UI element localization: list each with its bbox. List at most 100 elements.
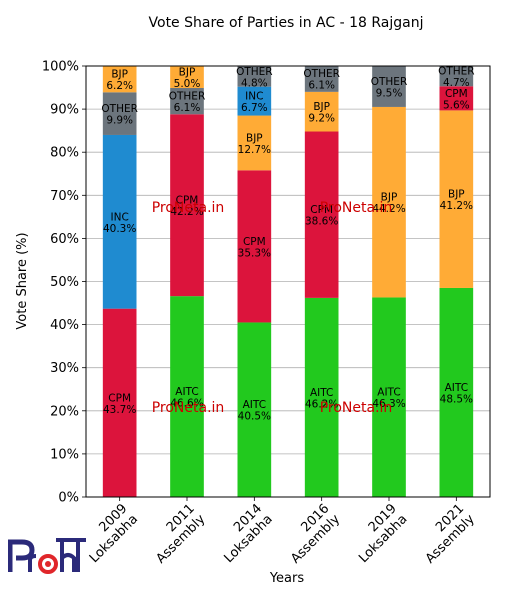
- bar-segment-other: [170, 87, 204, 115]
- segment-party-label: AITC: [243, 399, 266, 411]
- segment-party-label: BJP: [381, 192, 398, 204]
- bar-segment-cpm: [439, 86, 474, 111]
- bar-segment-inc: [102, 134, 137, 309]
- y-tick-label: 80%: [50, 146, 79, 161]
- segment-value-label: 5.0%: [174, 78, 201, 90]
- segment-value-label: 46.6%: [170, 398, 203, 410]
- bars: CPM43.7%INC40.3%OTHER9.9%BJP6.2%AITC46.6…: [101, 65, 475, 497]
- y-tick-label: 90%: [50, 103, 79, 118]
- segment-party-label: OTHER: [101, 103, 138, 115]
- bar-segment-cpm: [102, 308, 137, 497]
- y-tick-label: 50%: [50, 275, 79, 290]
- segment-value-label: 42.2%: [170, 206, 203, 218]
- watermark: ProNeta.in: [152, 200, 225, 216]
- segment-party-label: CPM: [176, 195, 199, 207]
- bar-segment-other: [304, 65, 339, 92]
- y-tick-label: 40%: [50, 318, 79, 333]
- watermarks: ProNeta.in ProNeta.in ProNeta.in ProNeta…: [152, 200, 393, 416]
- bar-segment-bjp: [304, 91, 339, 132]
- bar-segment-other: [372, 66, 406, 107]
- segment-value-label: 4.8%: [241, 77, 268, 89]
- segment-party-label: OTHER: [169, 91, 206, 103]
- segment-party-label: CPM: [108, 392, 131, 404]
- segment-party-label: AITC: [377, 387, 400, 399]
- segment-party-label: BJP: [179, 67, 196, 79]
- segment-value-label: 46.3%: [372, 398, 405, 410]
- y-axis-label: Vote Share (%): [15, 232, 30, 329]
- bar-segment-aitc: [372, 297, 406, 497]
- bar-segment-aitc: [304, 297, 339, 497]
- segment-party-label: BJP: [313, 101, 330, 113]
- segment-party-label: CPM: [243, 236, 266, 248]
- bar-segment-bjp: [372, 106, 406, 298]
- bar-segment-aitc: [170, 296, 204, 497]
- x-axis-label: Years: [269, 571, 305, 586]
- bar-segment-other: [237, 66, 272, 87]
- segment-value-label: 6.1%: [308, 80, 335, 92]
- segment-value-label: 46.2%: [305, 398, 338, 410]
- chart-title: Vote Share of Parties in AC - 18 Rajganj: [149, 15, 424, 31]
- y-tick-label: 0%: [58, 491, 79, 506]
- segment-value-label: 5.6%: [443, 99, 470, 111]
- proneta-logo: [8, 538, 86, 574]
- bar-segment-cpm: [304, 131, 339, 298]
- segment-party-label: OTHER: [371, 76, 408, 88]
- segment-party-label: AITC: [175, 386, 198, 398]
- segment-value-label: 9.2%: [308, 113, 335, 125]
- segment-party-label: CPM: [310, 204, 333, 216]
- watermark: ProNeta.in: [152, 400, 225, 416]
- y-tick-label: 20%: [50, 404, 79, 419]
- watermark: ProNeta.in: [320, 400, 393, 416]
- watermark: ProNeta.in: [320, 200, 393, 216]
- y-tick-label: 10%: [50, 447, 79, 462]
- segment-party-label: CPM: [445, 88, 468, 100]
- segment-value-label: 40.5%: [238, 411, 271, 423]
- segment-party-label: OTHER: [303, 68, 340, 80]
- segment-value-label: 6.1%: [174, 102, 201, 114]
- segment-party-label: BJP: [246, 132, 263, 144]
- segment-party-label: INC: [111, 211, 129, 223]
- segment-party-label: INC: [245, 91, 263, 103]
- bar-segment-cpm: [170, 114, 204, 297]
- bar-segment-bjp: [237, 115, 272, 171]
- segment-party-label: OTHER: [438, 66, 475, 78]
- segment-value-label: 40.3%: [103, 223, 136, 235]
- segment-value-label: 6.7%: [241, 102, 268, 114]
- segment-value-label: 12.7%: [238, 144, 271, 156]
- segment-value-label: 43.7%: [103, 404, 136, 416]
- segment-value-label: 38.6%: [305, 216, 338, 228]
- bar-segment-bjp: [439, 110, 474, 288]
- segment-party-label: AITC: [445, 382, 468, 394]
- bar-segment-bjp: [102, 65, 137, 93]
- bar-segment-aitc: [237, 322, 272, 497]
- segment-value-label: 44.2%: [372, 203, 405, 215]
- segment-party-label: BJP: [448, 189, 465, 201]
- bar-segment-cpm: [237, 170, 272, 323]
- bar-segment-aitc: [439, 287, 474, 497]
- segment-value-label: 6.2%: [106, 80, 133, 92]
- segment-party-label: OTHER: [236, 66, 273, 78]
- segment-party-label: AITC: [310, 387, 333, 399]
- y-tick-label: 70%: [50, 189, 79, 204]
- segment-value-label: 9.9%: [106, 115, 133, 127]
- plot-frame: [85, 65, 491, 498]
- bar-segment-inc: [237, 86, 272, 116]
- segment-value-label: 48.5%: [440, 393, 473, 405]
- segment-party-label: BJP: [111, 68, 128, 80]
- bar-segment-bjp: [170, 66, 204, 88]
- segment-value-label: 41.2%: [440, 200, 473, 212]
- segment-value-label: 9.5%: [376, 87, 403, 99]
- y-tick-label: 60%: [50, 232, 79, 247]
- bar-segment-other: [439, 66, 474, 87]
- segment-value-label: 35.3%: [238, 247, 271, 259]
- y-tick-label: 100%: [42, 60, 79, 75]
- y-tick-label: 30%: [50, 361, 79, 376]
- grid: [86, 65, 490, 498]
- bar-segment-other: [102, 92, 137, 135]
